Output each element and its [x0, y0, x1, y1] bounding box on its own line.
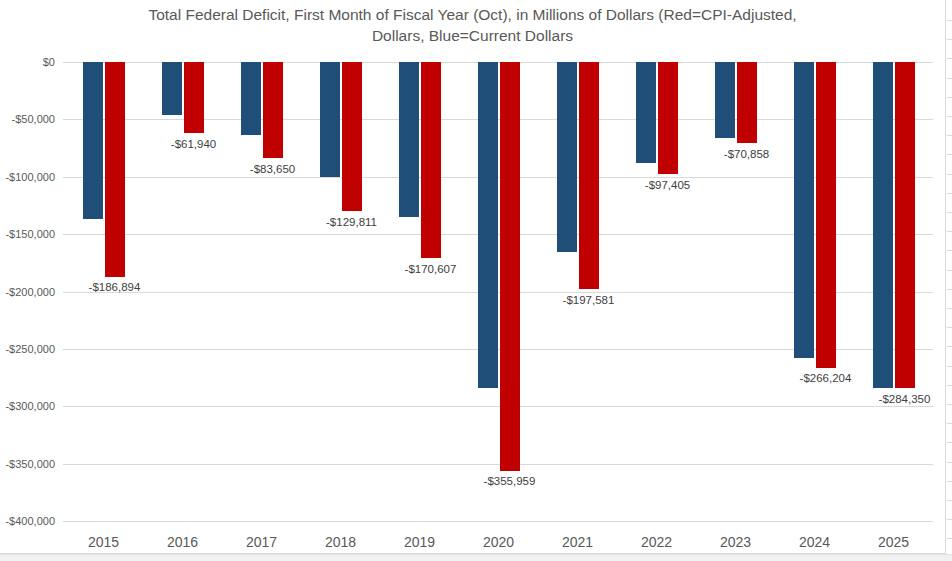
worksheet-row-gridline: [947, 135, 952, 136]
worksheet-row-gridline: [947, 500, 952, 501]
bar-current-dollars-2025[interactable]: [873, 62, 893, 388]
excel-embedded-chart: Total Federal Deficit, First Month of Fi…: [0, 0, 952, 561]
worksheet-row-gridline: [947, 385, 952, 386]
data-label-2022[interactable]: -$97,405: [645, 179, 690, 191]
worksheet-row-gridline: [947, 231, 952, 232]
gridline-$350000: [63, 464, 933, 465]
worksheet-row-gridline: [947, 270, 952, 271]
worksheet-row-gridline: [947, 462, 952, 463]
worksheet-row-gridline: [947, 193, 952, 194]
x-axis-label-2024[interactable]: 2024: [799, 534, 830, 550]
worksheet-row-gridline: [947, 97, 952, 98]
bar-current-dollars-2018[interactable]: [320, 62, 340, 177]
worksheet-row-gridline: [947, 58, 952, 59]
worksheet-row-gridline: [947, 20, 952, 21]
data-label-2016[interactable]: -$61,940: [171, 138, 216, 150]
x-axis-label-2025[interactable]: 2025: [878, 534, 909, 550]
bar-current-dollars-2015[interactable]: [83, 62, 103, 219]
worksheet-row-gridline: [947, 289, 952, 290]
worksheet-row-gridline: [947, 442, 952, 443]
worksheet-row-gridline: [947, 212, 952, 213]
bar-cpi-adjusted-2021[interactable]: [579, 62, 599, 289]
bar-cpi-adjusted-2018[interactable]: [342, 62, 362, 211]
x-axis-label-2021[interactable]: 2021: [562, 534, 593, 550]
worksheet-row-gridline: [947, 366, 952, 367]
bar-cpi-adjusted-2020[interactable]: [500, 62, 520, 471]
data-label-2019[interactable]: -$170,607: [405, 263, 457, 275]
x-axis-label-2019[interactable]: 2019: [404, 534, 435, 550]
worksheet-row-gridline: [947, 39, 952, 40]
worksheet-row-gridline: [947, 327, 952, 328]
chart-title-line2: Dollars, Blue=Current Dollars: [0, 25, 945, 46]
worksheet-row-gridline: [947, 404, 952, 405]
x-axis-label-2023[interactable]: 2023: [720, 534, 751, 550]
worksheet-row-gridline: [947, 481, 952, 482]
y-axis-tick-label[interactable]: $0: [0, 56, 55, 68]
worksheet-row-gridline: [947, 308, 952, 309]
bar-current-dollars-2016[interactable]: [162, 62, 182, 115]
data-label-2018[interactable]: -$129,811: [326, 216, 377, 228]
worksheet-row-gridline: [947, 116, 952, 117]
worksheet-right-strip: [946, 0, 952, 554]
worksheet-row-gridline: [947, 154, 952, 155]
gridline-$400000: [63, 521, 933, 522]
y-axis-tick-label[interactable]: -$400,000: [0, 515, 55, 527]
bar-current-dollars-2023[interactable]: [715, 62, 735, 138]
bar-cpi-adjusted-2024[interactable]: [816, 62, 836, 368]
bar-cpi-adjusted-2025[interactable]: [895, 62, 915, 388]
worksheet-row-gridline: [947, 519, 952, 520]
worksheet-row-gridline: [947, 250, 952, 251]
worksheet-row-gridline: [947, 538, 952, 539]
x-axis-label-2022[interactable]: 2022: [641, 534, 672, 550]
x-axis-label-2018[interactable]: 2018: [325, 534, 356, 550]
bar-cpi-adjusted-2022[interactable]: [658, 62, 678, 174]
bar-cpi-adjusted-2019[interactable]: [421, 62, 441, 258]
bar-cpi-adjusted-2016[interactable]: [184, 62, 204, 133]
bar-cpi-adjusted-2017[interactable]: [263, 62, 283, 158]
bar-cpi-adjusted-2015[interactable]: [105, 62, 125, 277]
data-label-2025[interactable]: -$284,350: [879, 393, 931, 405]
gridline-$300000: [63, 406, 933, 407]
worksheet-bottom-strip: [0, 554, 952, 561]
y-axis-tick-label[interactable]: -$100,000: [0, 171, 55, 183]
x-axis-label-2020[interactable]: 2020: [483, 534, 514, 550]
bar-current-dollars-2024[interactable]: [794, 62, 814, 358]
bar-current-dollars-2021[interactable]: [557, 62, 577, 252]
worksheet-row-gridline: [947, 174, 952, 175]
bar-current-dollars-2020[interactable]: [478, 62, 498, 388]
data-label-2021[interactable]: -$197,581: [563, 294, 615, 306]
bar-current-dollars-2019[interactable]: [399, 62, 419, 217]
data-label-2017[interactable]: -$83,650: [250, 163, 295, 175]
y-axis-tick-label[interactable]: -$150,000: [0, 228, 55, 240]
y-axis-tick-label[interactable]: -$250,000: [0, 343, 55, 355]
bar-current-dollars-2017[interactable]: [241, 62, 261, 135]
y-axis-tick-label[interactable]: -$50,000: [0, 113, 55, 125]
bar-current-dollars-2022[interactable]: [636, 62, 656, 163]
x-axis-label-2016[interactable]: 2016: [167, 534, 198, 550]
worksheet-row-gridline: [947, 423, 952, 424]
bar-cpi-adjusted-2023[interactable]: [737, 62, 757, 143]
worksheet-row-gridline: [947, 78, 952, 79]
y-axis-tick-label[interactable]: -$350,000: [0, 458, 55, 470]
chart-title-line1: Total Federal Deficit, First Month of Fi…: [0, 4, 945, 25]
data-label-2020[interactable]: -$355,959: [484, 475, 536, 487]
data-label-2015[interactable]: -$186,894: [89, 281, 141, 293]
data-label-2024[interactable]: -$266,204: [800, 372, 852, 384]
x-axis-label-2015[interactable]: 2015: [88, 534, 119, 550]
y-axis-tick-label[interactable]: -$300,000: [0, 400, 55, 412]
chart-title[interactable]: Total Federal Deficit, First Month of Fi…: [0, 4, 945, 46]
worksheet-row-gridline: [947, 346, 952, 347]
y-axis-tick-label[interactable]: -$200,000: [0, 286, 55, 298]
x-axis-label-2017[interactable]: 2017: [246, 534, 277, 550]
data-label-2023[interactable]: -$70,858: [724, 148, 769, 160]
